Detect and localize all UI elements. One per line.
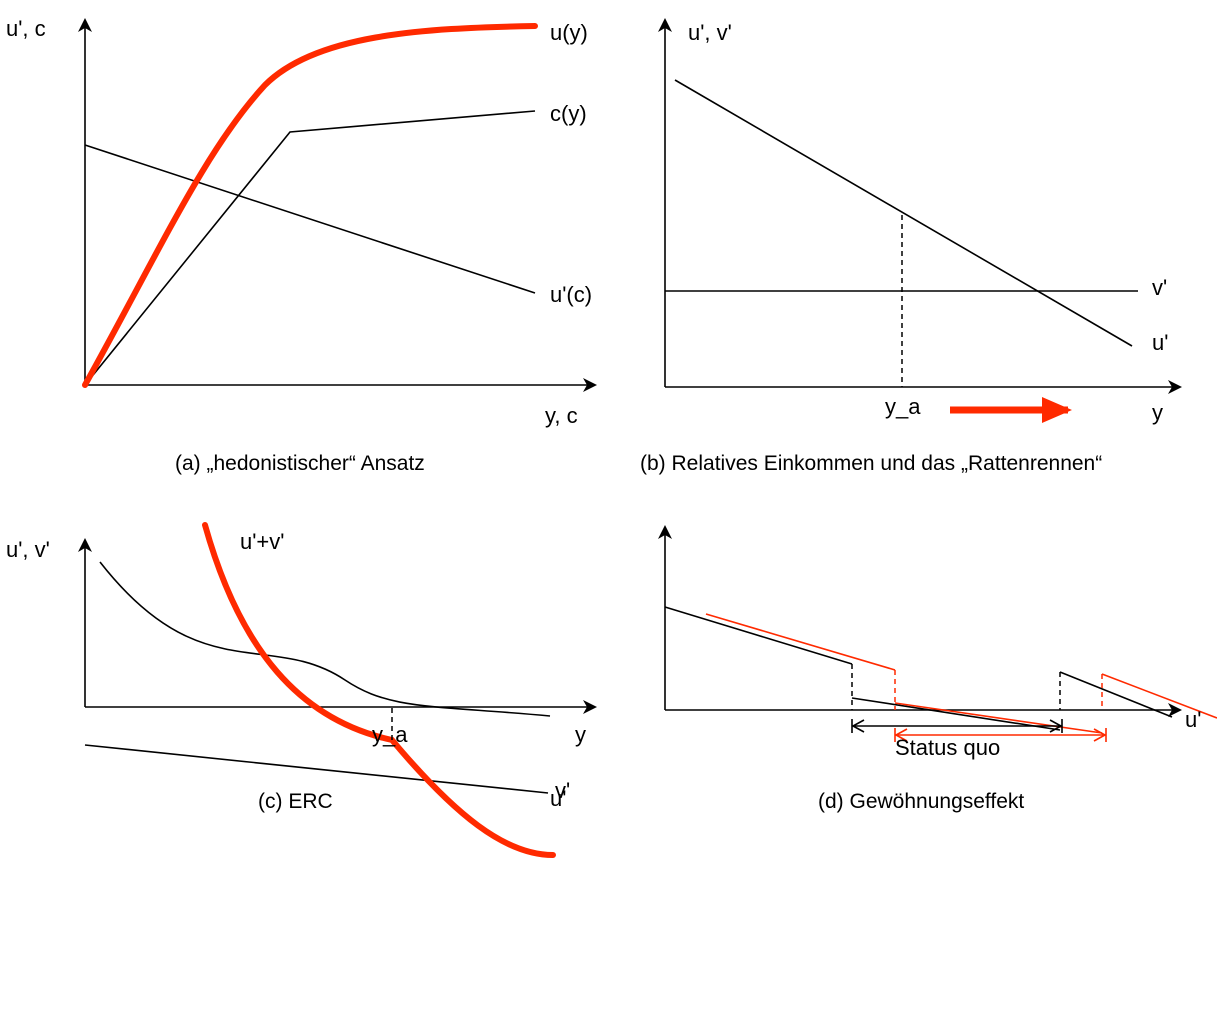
panel-c-caption: (c) ERC [258, 790, 333, 813]
panel-d-red-seg-2 [894, 702, 1103, 734]
panel-a-c-curve [84, 110, 536, 386]
panel-c-u-curve [99, 561, 551, 717]
panel-d-status-quo-label: Status quo [895, 735, 1000, 760]
panel-c-u-label: u' [550, 786, 566, 811]
panel-c-x-axis-label: y [575, 722, 586, 747]
panel-b-caption: (b) Relatives Einkommen und das „Rattenr… [640, 452, 1102, 475]
panel-c: u', v' y u'+v' u' v' y_a (c) ERC [6, 522, 597, 858]
panel-a-u-curve [82, 23, 538, 388]
panel-a-y-axis-label: u', c [6, 16, 46, 41]
panel-a-c-label: c(y) [550, 101, 587, 126]
panel-d-black-seg-3 [1059, 671, 1173, 718]
panel-c-ya-label: y_a [372, 722, 408, 747]
panel-d-caption: (d) Gewöhnungseffekt [818, 790, 1024, 813]
panel-d-red-seg-3 [1101, 673, 1217, 719]
panel-a-x-axis-label: y, c [545, 403, 578, 428]
panel-c-sum-curve [202, 522, 556, 858]
panel-b: u', v' y v' u' y_a (b) Relatives Einkomm… [640, 18, 1182, 475]
panel-c-v-line [84, 744, 549, 794]
panel-a-uprime-label: u'(c) [550, 282, 592, 307]
panel-c-y-axis-label: u', v' [6, 537, 50, 562]
panel-b-x-axis-label: y [1152, 400, 1163, 425]
panel-b-v-label: v' [1152, 275, 1167, 300]
panel-b-y-axis-label: u', v' [688, 20, 732, 45]
panel-d-black-seg-1 [664, 606, 853, 665]
panel-a: u', c y, c u(y) c(y) u'(c) (a) „hedonist… [6, 16, 597, 475]
panel-a-caption: (a) „hedonistischer“ Ansatz [175, 452, 425, 475]
panel-a-uprime-line [84, 144, 536, 294]
panel-d-black-seg-2 [851, 697, 1061, 731]
panel-d-status-quo-red-bracket [894, 728, 1107, 742]
panel-d-red-seg-1 [705, 613, 896, 671]
panel-b-ya-label: y_a [885, 394, 921, 419]
panel-b-u-label: u' [1152, 330, 1168, 355]
panel-c-sum-label: u'+v' [240, 529, 284, 554]
panel-a-u-label: u(y) [550, 20, 588, 45]
panel-b-u-line [674, 79, 1133, 347]
panel-d: u' Status quo (d) Gewöhnungseffekt [658, 525, 1217, 813]
panel-c-v-label: v' [555, 778, 570, 803]
panel-d-status-quo-black-bracket [851, 719, 1063, 733]
panel-d-u-label: u' [1185, 707, 1201, 732]
